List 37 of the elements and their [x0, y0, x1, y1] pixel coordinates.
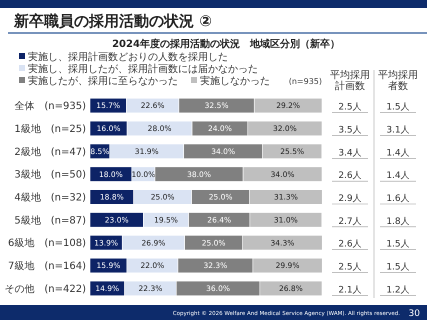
text: 3.4人 — [338, 147, 362, 158]
text: 2.1人 — [338, 284, 362, 296]
text: 1.5人 — [386, 262, 410, 273]
text: 1.8人 — [386, 216, 410, 227]
text: 30 — [408, 309, 420, 319]
y-tick-label: その他 (n=422) — [4, 282, 86, 295]
text: 1.5人 — [386, 102, 410, 113]
y-tick-label: 6級地 (n=108) — [8, 237, 86, 250]
text: 3.1人 — [386, 124, 410, 136]
legend-label: 実施し、採用計画数どおりの人数を採用した — [28, 51, 228, 63]
chart-title: 新卒職員の採用活動の状況 ② — [13, 12, 212, 30]
text: 2.5人 — [338, 102, 362, 113]
text: 1.4人 — [386, 170, 410, 182]
text: 3.5人 — [338, 124, 362, 136]
text: 1.2人 — [386, 284, 410, 296]
text: 1.6人 — [386, 193, 410, 204]
legend-label: 実施したが、採用に至らなかった — [28, 75, 178, 87]
y-tick-label: 5級地 (n=87) — [14, 214, 86, 226]
y-tick-label: 3級地 (n=50) — [14, 168, 86, 181]
text: 2.6人 — [338, 238, 362, 250]
legend-label: 実施しなかった — [200, 75, 270, 87]
text: 1.4人 — [386, 147, 410, 158]
text: 平均採用計画数 — [330, 69, 370, 92]
y-tick-label: 1級地 (n=25) — [14, 122, 86, 135]
y-tick-label: 2級地 (n=47) — [14, 146, 86, 158]
y-tick-label: 4級地 (n=32) — [14, 192, 86, 204]
text: 2.6人 — [338, 170, 362, 182]
legend-label: 実施し、採用したが、採用計画数には届かなかった — [28, 63, 258, 75]
text: 2.9人 — [338, 193, 362, 204]
text: 2.5人 — [338, 262, 362, 273]
text: (n=935) — [288, 77, 322, 86]
text: 平均採用者数 — [378, 69, 418, 92]
text: 2.7人 — [338, 216, 362, 227]
chart-subtitle: 2024年度の採用活動の状況 地域区分別（新卒） — [112, 38, 340, 50]
text: 1.5人 — [386, 238, 410, 250]
y-tick-label: 全体 (n=935) — [14, 100, 86, 112]
y-tick-label: 7級地 (n=164) — [8, 260, 86, 272]
